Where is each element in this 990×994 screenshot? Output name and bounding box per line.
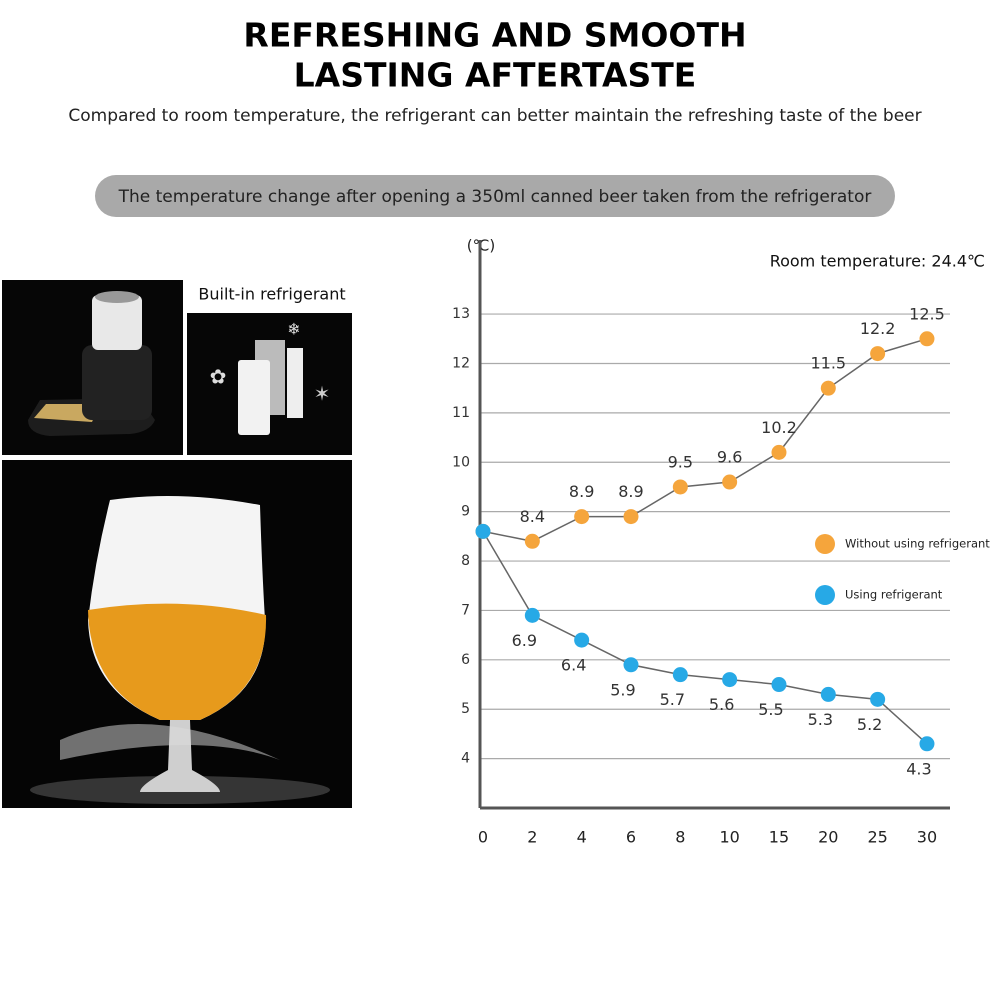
title-line: LASTING AFTERTASTE [294, 56, 697, 95]
x-tick-label: 25 [867, 828, 887, 847]
y-tick-label: 7 [461, 602, 470, 618]
x-tick-label: 20 [818, 828, 838, 847]
x-tick-label: 8 [675, 828, 685, 847]
data-point [623, 509, 639, 525]
chart: (℃) Room temperature: 24.4℃ [467, 237, 985, 271]
product-image [2, 280, 183, 455]
x-tick-label: 0 [478, 828, 488, 847]
data-point [672, 667, 688, 683]
data-point [820, 686, 836, 702]
data-label: 4.3 [906, 759, 931, 778]
data-point [870, 691, 886, 707]
data-point [524, 607, 540, 623]
x-tick-label: 4 [577, 828, 587, 847]
svg-text:✿: ✿ [210, 365, 227, 389]
data-label: 5.6 [709, 695, 734, 714]
data-point [870, 346, 886, 362]
data-point [574, 509, 590, 525]
legend-label: Without using refrigerant [845, 537, 990, 551]
data-point [820, 380, 836, 396]
data-label: 9.6 [717, 448, 742, 467]
data-point [524, 533, 540, 549]
y-tick-label: 9 [461, 504, 470, 520]
x-tick-label: 30 [917, 828, 937, 847]
data-point [623, 657, 639, 673]
legend-marker [815, 534, 835, 554]
refrigerant-image: ✿ ❄ ✶ [187, 313, 352, 455]
data-label: 11.5 [810, 354, 846, 373]
legend-marker [815, 585, 835, 605]
legend-label: Using refrigerant [845, 588, 943, 602]
title-line: REFRESHING AND SMOOTH [243, 16, 746, 55]
banner-text: The temperature change after opening a 3… [118, 187, 872, 207]
data-label: 9.5 [668, 452, 693, 471]
data-point [475, 523, 491, 539]
annotation: Room temperature: 24.4℃ [770, 252, 985, 271]
banner-pill [95, 175, 895, 217]
y-tick-label: 10 [452, 454, 470, 470]
data-point [722, 672, 738, 688]
y-tick-label: 5 [461, 701, 470, 717]
data-label: 8.9 [618, 482, 643, 501]
data-point [771, 677, 787, 693]
x-tick-label: 2 [527, 828, 537, 847]
data-label: 10.2 [761, 418, 797, 437]
x-tick-label: 15 [769, 828, 789, 847]
data-point [919, 736, 935, 752]
beer-glass-image [2, 460, 352, 808]
data-point [919, 331, 935, 347]
x-tick-label: 10 [719, 828, 739, 847]
data-point [722, 474, 738, 490]
series-line [482, 531, 928, 745]
data-label: 6.9 [512, 631, 537, 650]
data-label: 5.3 [808, 710, 833, 729]
subtitle: Compared to room temperature, the refrig… [68, 106, 921, 126]
data-point [771, 444, 787, 460]
data-label: 12.5 [909, 304, 945, 323]
y-tick-label: 4 [461, 751, 470, 767]
y-tick-label: 6 [461, 652, 470, 668]
y-tick-label: 12 [452, 355, 470, 371]
data-label: 5.7 [660, 690, 685, 709]
data-point [574, 632, 590, 648]
svg-text:❄: ❄ [287, 320, 300, 339]
image-caption: Built-in refrigerant [198, 285, 345, 304]
data-label: 8.4 [520, 507, 545, 526]
data-label: 5.5 [758, 700, 783, 719]
data-label: 12.2 [860, 319, 896, 338]
data-label: 8.9 [569, 482, 594, 501]
y-tick-label: 8 [461, 553, 470, 569]
svg-text:✶: ✶ [314, 382, 331, 406]
data-label: 5.2 [857, 715, 882, 734]
series-line [482, 338, 928, 543]
data-point [672, 479, 688, 495]
data-label: 6.4 [561, 656, 586, 675]
x-tick-label: 6 [626, 828, 636, 847]
y-tick-label: 11 [452, 405, 470, 421]
y-tick-label: 13 [452, 306, 470, 322]
data-label: 5.9 [610, 680, 635, 699]
